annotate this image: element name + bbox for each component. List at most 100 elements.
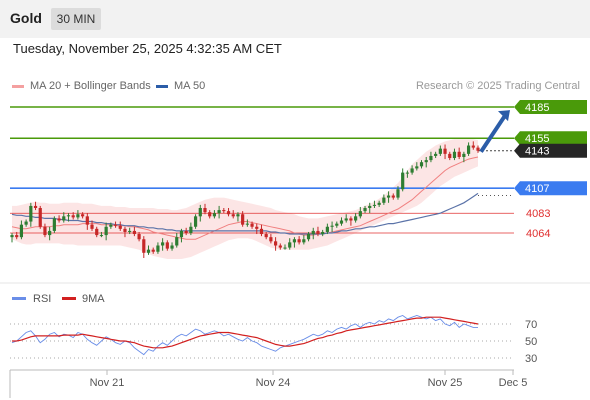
candle-body [132, 230, 136, 235]
candle [66, 213, 71, 222]
credit-text: Research © 2025 Trading Central [415, 80, 580, 92]
candle-body [109, 224, 113, 227]
candle [118, 221, 122, 231]
legend-ma20-label: MA 20 + Bollinger Bands [30, 80, 151, 92]
candle [52, 216, 56, 233]
candle [288, 238, 292, 250]
candle-body [476, 147, 480, 151]
candle-body [104, 226, 108, 236]
candle [179, 228, 184, 243]
candle-body [151, 249, 155, 252]
candle [438, 145, 442, 156]
candle [142, 236, 146, 258]
instrument-title: Gold [10, 10, 42, 26]
x-tick-label: Nov 25 [428, 377, 463, 389]
candle-body [217, 210, 221, 214]
rsi-tick-70: 70 [525, 319, 537, 331]
candle-body [245, 223, 249, 225]
candle [335, 221, 339, 228]
legend-ma20: MA 20 + Bollinger Bands [12, 80, 151, 92]
candle [283, 244, 287, 250]
candle [443, 144, 447, 160]
timeframe-button[interactable]: 30 MIN [51, 8, 101, 30]
candle-body [349, 218, 353, 221]
candle [165, 240, 169, 251]
candle-body [382, 197, 386, 203]
candle-body [95, 228, 99, 236]
candle [156, 242, 160, 254]
rsi-line [11, 314, 478, 356]
bollinger-band [12, 139, 478, 259]
candle-body [269, 237, 273, 242]
candle [372, 200, 377, 209]
candle-body [193, 216, 198, 227]
candle [212, 210, 217, 219]
candle [434, 151, 438, 159]
candle [471, 141, 475, 150]
candle-body [306, 234, 311, 240]
candle [99, 231, 104, 238]
candle-body [137, 234, 141, 240]
candle [170, 242, 174, 251]
candle [255, 223, 259, 235]
candle-body [212, 213, 217, 217]
candle [57, 215, 61, 223]
level-tag-bg-4143 [514, 143, 587, 158]
candle [466, 142, 471, 156]
candle [419, 160, 424, 169]
candle-body [66, 215, 71, 217]
candle [208, 210, 212, 219]
candle-body [339, 220, 344, 224]
bullish-arrow-head-icon [498, 110, 510, 122]
rsi-legend-label: RSI [33, 293, 51, 305]
candle [344, 214, 348, 223]
candle-body [292, 239, 297, 243]
candle-body [85, 216, 89, 225]
x-axis: Nov 21 Nov 24 Nov 25 Dec 5 [9, 369, 527, 398]
candle [269, 234, 273, 244]
candle [250, 221, 254, 229]
candle-body [123, 228, 127, 232]
candle-body [311, 230, 315, 235]
candle-body [38, 208, 42, 227]
candle-body [179, 230, 184, 238]
candle-body [259, 228, 264, 235]
candle [278, 243, 282, 250]
candle-body [184, 230, 188, 233]
candle [175, 233, 179, 248]
candle-body [142, 239, 146, 253]
candle-body [434, 153, 438, 156]
candle [95, 226, 99, 238]
candle [368, 202, 372, 214]
candle-body [363, 208, 367, 212]
candle-body [175, 237, 179, 246]
candle-body [452, 151, 457, 159]
level-tag-4155: 4155 [525, 133, 549, 145]
level-tag-4107: 4107 [525, 183, 549, 195]
candle-body [170, 245, 174, 249]
candle [424, 156, 428, 168]
candle-body [71, 215, 75, 218]
candle-body [462, 153, 466, 157]
candle-body [48, 230, 52, 236]
candle [452, 148, 457, 161]
candle-body [448, 153, 452, 159]
level-tag-bg-4185 [514, 100, 587, 114]
candle [38, 205, 42, 229]
candle-body [443, 148, 447, 154]
ma50-swatch-icon [156, 84, 168, 88]
candle [222, 208, 226, 214]
candle-body [62, 216, 66, 221]
candle [48, 226, 52, 241]
candle [448, 151, 452, 161]
candle [401, 168, 405, 192]
candle-body [118, 225, 122, 229]
candle-body [255, 226, 259, 229]
candle [109, 222, 113, 229]
candle-body [99, 235, 104, 237]
candle [236, 212, 240, 222]
legend-ma50-label: MA 50 [174, 80, 206, 92]
candle [76, 210, 80, 220]
candle-body [161, 242, 165, 246]
